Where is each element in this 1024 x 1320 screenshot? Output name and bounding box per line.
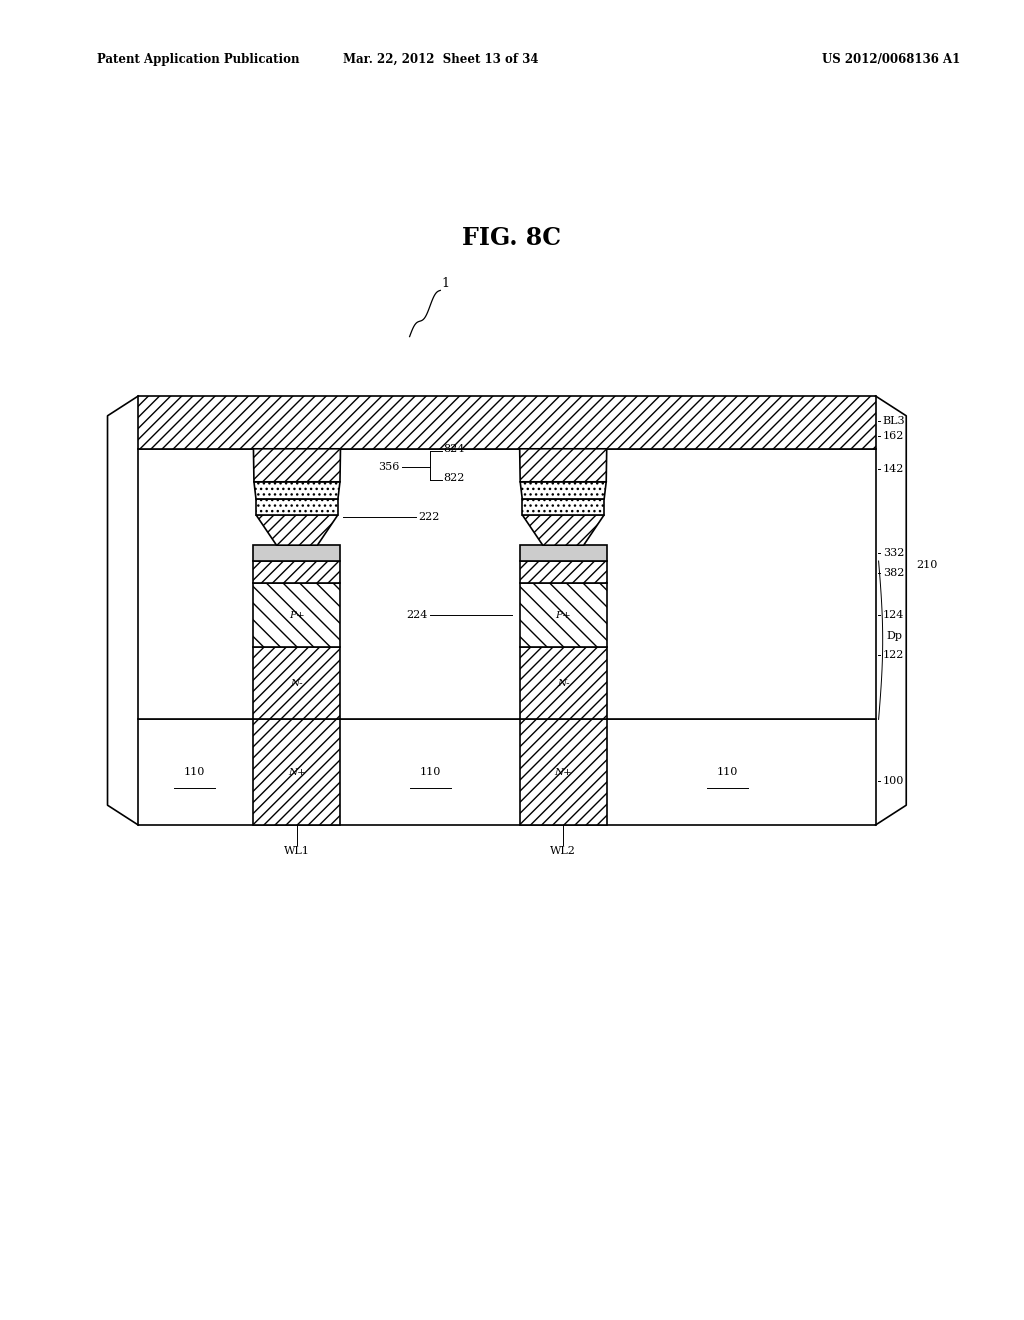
- Text: 822: 822: [443, 473, 465, 483]
- Bar: [520, 583, 606, 647]
- Bar: [520, 545, 606, 561]
- Polygon shape: [256, 515, 338, 545]
- Bar: [520, 647, 606, 719]
- Text: 100: 100: [883, 776, 904, 787]
- Text: 162: 162: [883, 430, 904, 441]
- Bar: [253, 583, 340, 647]
- Bar: [520, 561, 606, 583]
- Bar: [253, 719, 340, 825]
- Text: P+: P+: [289, 611, 305, 619]
- Text: Patent Application Publication: Patent Application Publication: [97, 53, 300, 66]
- Polygon shape: [520, 482, 606, 499]
- Text: 382: 382: [883, 568, 904, 578]
- Polygon shape: [256, 499, 338, 515]
- Text: WL1: WL1: [284, 846, 310, 857]
- Bar: [253, 561, 340, 583]
- Text: P+: P+: [555, 611, 571, 619]
- Bar: [138, 396, 876, 449]
- Polygon shape: [520, 449, 606, 482]
- Polygon shape: [522, 515, 604, 545]
- Text: Dp: Dp: [887, 631, 903, 642]
- Text: FIG. 8C: FIG. 8C: [463, 226, 561, 249]
- Bar: [138, 449, 876, 719]
- Text: US 2012/0068136 A1: US 2012/0068136 A1: [821, 53, 961, 66]
- Text: 356: 356: [378, 462, 399, 473]
- Text: N+: N+: [288, 768, 306, 776]
- Text: 142: 142: [883, 463, 904, 474]
- Text: 1: 1: [441, 277, 450, 290]
- Text: BL3: BL3: [883, 416, 905, 426]
- Text: 824: 824: [443, 444, 465, 454]
- Text: N-: N-: [557, 678, 569, 688]
- Text: N-: N-: [291, 678, 303, 688]
- Text: N+: N+: [554, 768, 572, 776]
- Text: 210: 210: [916, 560, 938, 570]
- Text: WL2: WL2: [550, 846, 577, 857]
- Bar: [253, 545, 340, 561]
- Polygon shape: [522, 499, 604, 515]
- Text: 110: 110: [717, 767, 737, 777]
- Text: 110: 110: [184, 767, 205, 777]
- Polygon shape: [254, 482, 340, 499]
- Bar: [138, 719, 876, 825]
- Bar: [253, 647, 340, 719]
- Text: 224: 224: [407, 610, 428, 620]
- Bar: [520, 719, 606, 825]
- Text: 332: 332: [883, 548, 904, 558]
- Text: 110: 110: [420, 767, 440, 777]
- Text: Mar. 22, 2012  Sheet 13 of 34: Mar. 22, 2012 Sheet 13 of 34: [343, 53, 538, 66]
- Polygon shape: [253, 449, 340, 482]
- Text: 124: 124: [883, 610, 904, 620]
- Text: 222: 222: [418, 512, 439, 523]
- Text: 122: 122: [883, 649, 904, 660]
